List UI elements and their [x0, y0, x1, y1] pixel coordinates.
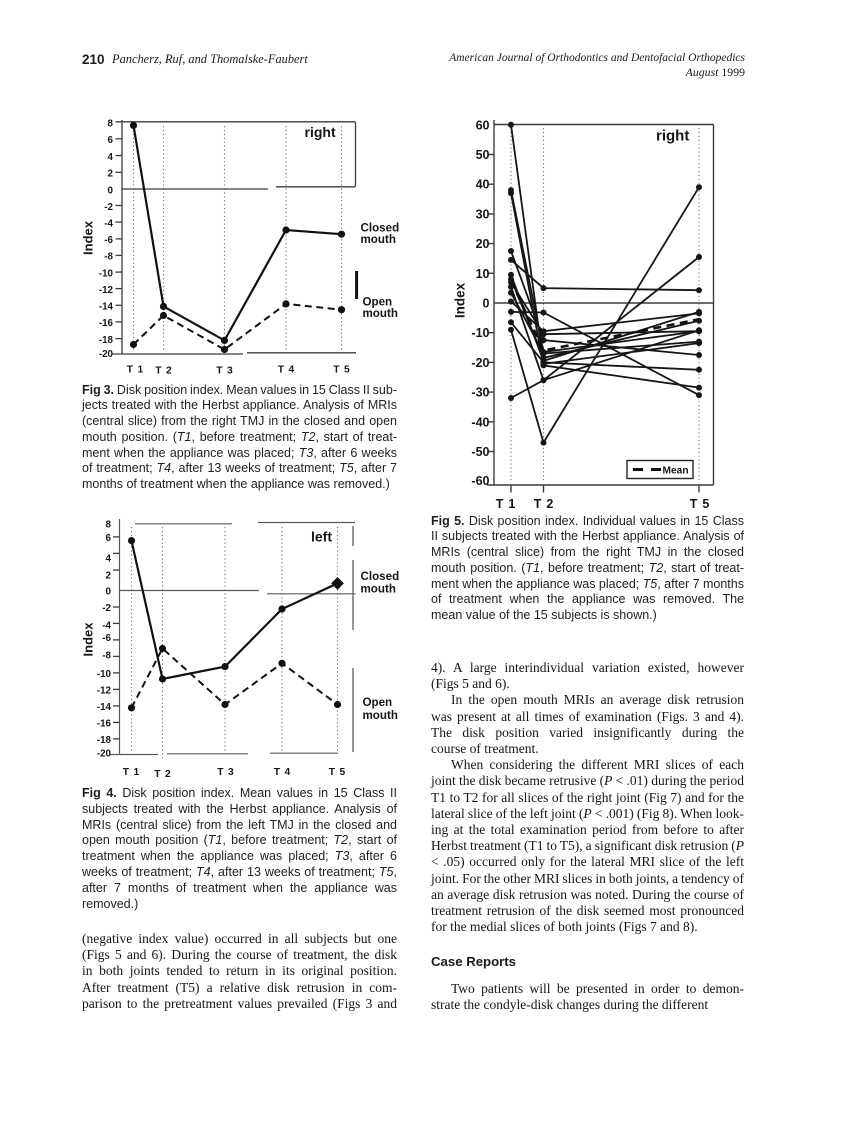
svg-text:-4: -4 [104, 218, 113, 229]
svg-text:T 3: T 3 [216, 366, 233, 377]
svg-text:40: 40 [476, 178, 490, 192]
svg-text:-12: -12 [99, 285, 114, 296]
svg-text:-4: -4 [102, 620, 111, 631]
svg-text:mouth: mouth [361, 583, 396, 596]
svg-text:-6: -6 [104, 235, 113, 246]
svg-text:-10: -10 [97, 669, 112, 680]
svg-text:Index: Index [453, 282, 468, 318]
svg-text:-16: -16 [97, 718, 112, 729]
svg-text:mouth: mouth [361, 233, 396, 246]
svg-text:T 2: T 2 [155, 366, 172, 377]
svg-text:6: 6 [106, 533, 112, 544]
svg-text:10: 10 [476, 267, 490, 281]
svg-text:T 1: T 1 [123, 767, 140, 778]
svg-text:-6: -6 [102, 633, 111, 644]
svg-text:T 1: T 1 [127, 365, 144, 376]
svg-text:mouth: mouth [363, 709, 398, 722]
svg-text:Mean: Mean [663, 466, 689, 477]
svg-text:T 1: T 1 [496, 497, 516, 511]
svg-text:Open: Open [363, 296, 393, 309]
svg-text:-2: -2 [104, 202, 113, 213]
svg-text:T 3: T 3 [217, 767, 234, 778]
svg-text:T 4: T 4 [278, 365, 295, 376]
svg-text:T 5: T 5 [690, 497, 710, 511]
svg-text:8: 8 [106, 520, 112, 531]
svg-text:0: 0 [108, 185, 114, 196]
svg-text:-18: -18 [97, 735, 112, 746]
svg-text:T 5: T 5 [333, 365, 350, 376]
svg-text:T 5: T 5 [329, 767, 346, 778]
svg-text:-30: -30 [471, 386, 489, 400]
svg-text:Closed: Closed [361, 570, 400, 583]
svg-text:-10: -10 [471, 326, 489, 340]
svg-text:-12: -12 [97, 685, 112, 696]
svg-text:-8: -8 [102, 650, 111, 661]
svg-text:T 2: T 2 [154, 769, 171, 780]
svg-text:4: 4 [106, 554, 112, 565]
svg-text:-2: -2 [102, 603, 111, 614]
svg-text:2: 2 [106, 570, 112, 581]
svg-text:-8: -8 [104, 252, 113, 263]
svg-text:60: 60 [476, 118, 490, 132]
svg-text:50: 50 [476, 148, 490, 162]
svg-text:4: 4 [108, 152, 114, 163]
svg-text:20: 20 [476, 237, 490, 251]
svg-text:left: left [311, 529, 332, 545]
svg-text:right: right [305, 124, 336, 140]
svg-text:-20: -20 [471, 356, 489, 370]
svg-text:2: 2 [108, 169, 114, 180]
svg-text:30: 30 [476, 207, 490, 221]
svg-text:-14: -14 [99, 302, 114, 313]
svg-text:8: 8 [108, 118, 114, 129]
svg-text:Open: Open [363, 696, 393, 709]
svg-text:Index: Index [81, 220, 96, 255]
svg-text:-50: -50 [471, 445, 489, 459]
svg-text:-16: -16 [99, 318, 114, 329]
svg-text:T 2: T 2 [534, 497, 554, 511]
svg-text:0: 0 [483, 297, 490, 311]
svg-text:-18: -18 [99, 335, 114, 346]
svg-text:-14: -14 [97, 702, 112, 713]
svg-text:Closed: Closed [361, 222, 400, 235]
svg-text:-20: -20 [99, 349, 114, 360]
svg-text:0: 0 [106, 587, 112, 598]
svg-text:-20: -20 [97, 749, 112, 760]
svg-text:-10: -10 [99, 268, 114, 279]
svg-text:T 4: T 4 [274, 767, 291, 778]
svg-text:-40: -40 [471, 415, 489, 429]
svg-text:-60: -60 [471, 474, 489, 488]
svg-text:mouth: mouth [363, 307, 398, 320]
svg-text:right: right [656, 128, 689, 145]
svg-text:6: 6 [108, 135, 114, 146]
svg-text:Index: Index [81, 622, 96, 657]
